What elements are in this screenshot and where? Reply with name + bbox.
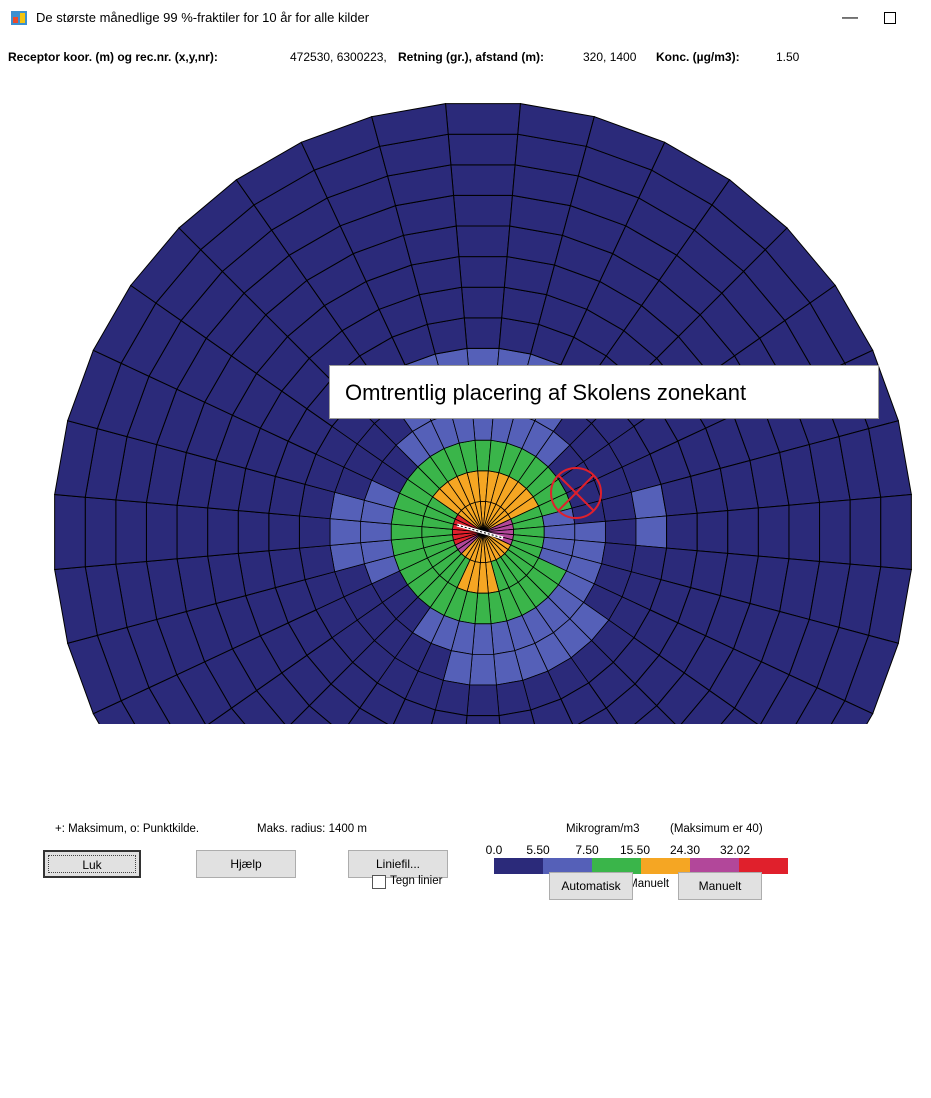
- grid-cell[interactable]: [329, 518, 362, 546]
- legend-swatch-2: [543, 858, 592, 874]
- grid-cell[interactable]: [237, 510, 270, 554]
- unit-label: Mikrogram/m3: [566, 823, 640, 835]
- grid-cell[interactable]: [727, 507, 759, 557]
- direction-value: 320, 1400: [583, 50, 637, 64]
- grid-cell[interactable]: [84, 496, 117, 568]
- grid-cell[interactable]: [560, 682, 608, 724]
- grid-cell[interactable]: [268, 512, 300, 552]
- grid-cell[interactable]: [574, 520, 606, 544]
- grid-cell[interactable]: [788, 502, 821, 562]
- grid-cell[interactable]: [849, 496, 882, 568]
- grid-cell[interactable]: [605, 683, 658, 724]
- maximize-icon[interactable]: [870, 4, 910, 32]
- grid-cell[interactable]: [461, 286, 505, 319]
- minimize-icon[interactable]: —: [842, 9, 858, 26]
- grid-cell[interactable]: [819, 499, 851, 565]
- grid-cell[interactable]: [450, 164, 516, 196]
- legend-swatch-6: [739, 858, 788, 874]
- window-title: De største månedlige 99 %-fraktiler for …: [36, 10, 370, 25]
- grid-cell[interactable]: [207, 507, 239, 557]
- line-file-button-label: Liniefil...: [375, 857, 421, 871]
- grid-cell[interactable]: [427, 709, 468, 724]
- annotation-box: Omtrentlig placering af Skolens zonekant: [329, 365, 879, 419]
- title-bar: De største månedlige 99 %-fraktiler for …: [0, 0, 931, 38]
- legend-swatch-4: [641, 858, 690, 874]
- help-button-label: Hjælp: [230, 857, 262, 871]
- grid-cell[interactable]: [371, 103, 449, 147]
- grid-cell[interactable]: [757, 504, 790, 560]
- legend-tick-label: 24.30: [669, 843, 701, 857]
- app-icon: [11, 11, 27, 25]
- grid-cell[interactable]: [469, 653, 497, 686]
- grid-cell[interactable]: [458, 256, 508, 288]
- grid-cell[interactable]: [666, 512, 698, 552]
- grid-cell[interactable]: [498, 709, 539, 724]
- source-icon: [456, 523, 504, 540]
- manual-button-label: Manuelt: [698, 879, 742, 893]
- legend-swatch-5: [690, 858, 739, 874]
- grid-cell[interactable]: [471, 623, 495, 655]
- grid-cell[interactable]: [810, 700, 874, 724]
- legend-symbols-text: +: Maksimum, o: Punktkilde.: [55, 823, 200, 835]
- grid-cell[interactable]: [464, 715, 501, 724]
- grid-cell[interactable]: [447, 133, 519, 166]
- draw-lines-label: Tegn linier: [390, 875, 443, 887]
- grid-cell[interactable]: [880, 493, 912, 571]
- receptor-value: 472530, 6300223,: [290, 50, 387, 64]
- grid-cell[interactable]: [360, 520, 392, 544]
- grid-cell[interactable]: [635, 515, 667, 549]
- receptor-label: Receptor koor. (m) og rec.nr. (x,y,nr):: [8, 50, 218, 64]
- grid-cell[interactable]: [453, 194, 513, 227]
- line-file-button[interactable]: Liniefil...: [348, 850, 448, 878]
- legend-tick-label: 0.0: [485, 843, 503, 857]
- grid-cell[interactable]: [785, 687, 846, 724]
- legend-tick-label: 5.50: [526, 843, 550, 857]
- color-legend: [494, 858, 788, 874]
- grid-cell[interactable]: [604, 518, 637, 546]
- grid-cell[interactable]: [574, 707, 624, 724]
- grid-cell[interactable]: [656, 672, 711, 724]
- max-note: (Maksimum er 40): [670, 823, 763, 835]
- concentration-plot[interactable]: Omtrentlig placering af Skolens zonekant: [35, 80, 931, 724]
- grid-cell[interactable]: [444, 103, 522, 135]
- close-button-label: Luk: [82, 858, 102, 872]
- grid-cell[interactable]: [466, 684, 500, 716]
- direction-label: Retning (gr.), afstand (m):: [398, 50, 544, 64]
- legend-tick-label: 15.50: [619, 843, 651, 857]
- legend-swatch-1: [494, 858, 543, 874]
- automatic-button-label: Automatisk: [561, 879, 621, 893]
- grid-cell[interactable]: [176, 504, 209, 560]
- grid-cell[interactable]: [733, 661, 790, 724]
- automatic-button[interactable]: Automatisk: [549, 872, 633, 900]
- grid-cell[interactable]: [455, 225, 511, 258]
- max-radius-text: Maks. radius: 1400 m: [257, 823, 367, 835]
- receptor-info-bar: Receptor koor. (m) og rec.nr. (x,y,nr): …: [0, 50, 931, 70]
- draw-lines-checkbox[interactable]: [372, 875, 386, 889]
- close-button[interactable]: Luk: [43, 850, 141, 878]
- grid-cell[interactable]: [342, 707, 392, 724]
- grid-cell[interactable]: [624, 705, 679, 724]
- concentration-label: Konc. (µg/m3):: [656, 50, 740, 64]
- manual-button[interactable]: Manuelt: [678, 872, 762, 900]
- help-button[interactable]: Hjælp: [196, 850, 296, 878]
- grid-cell[interactable]: [206, 707, 266, 724]
- grid-cell[interactable]: [530, 698, 574, 724]
- grid-cell[interactable]: [678, 689, 736, 724]
- legend-tick-label: 32.02: [719, 843, 751, 857]
- grid-cell[interactable]: [145, 502, 178, 562]
- grid-cell[interactable]: [696, 510, 729, 554]
- grid-cell[interactable]: [463, 317, 503, 349]
- concentration-value: 1.50: [776, 50, 800, 64]
- grid-cell[interactable]: [392, 698, 436, 724]
- legend-swatch-3: [592, 858, 641, 874]
- grid-cell[interactable]: [288, 705, 343, 724]
- grid-cell[interactable]: [700, 707, 760, 724]
- grid-cell[interactable]: [299, 515, 331, 549]
- circle-x-icon: [550, 467, 602, 519]
- grid-cell[interactable]: [54, 493, 86, 571]
- legend-tick-label: 7.50: [575, 843, 599, 857]
- grid-cell[interactable]: [115, 499, 147, 565]
